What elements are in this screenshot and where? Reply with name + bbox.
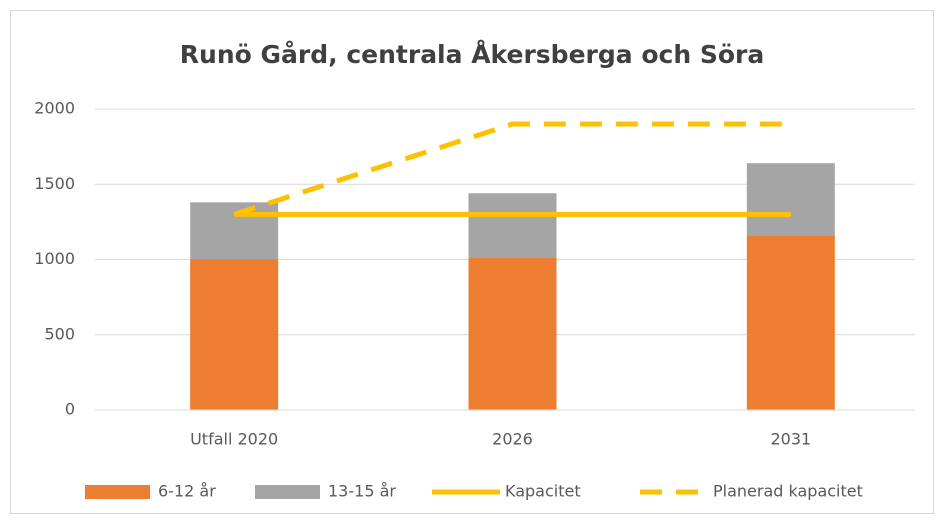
bar-segment (190, 259, 279, 410)
legend-label: 6-12 år (158, 482, 216, 501)
x-tick-label: Utfall 2020 (190, 430, 278, 449)
x-tick-label: 2031 (770, 430, 811, 449)
bar-segment (190, 202, 279, 260)
y-tick-label: 500 (44, 324, 75, 343)
bar-segment (746, 235, 835, 410)
y-tick-label: 1000 (34, 249, 75, 268)
line-series (233, 121, 791, 217)
bar-segment (468, 257, 557, 410)
legend-label: Planerad kapacitet (713, 482, 863, 501)
x-tick-label: 2026 (492, 430, 533, 449)
y-tick-label: 1500 (34, 174, 75, 193)
y-tick-label: 0 (65, 400, 75, 419)
legend-label: 13-15 år (328, 482, 396, 501)
legend-swatch (255, 485, 320, 499)
chart-title: Runö Gård, centrala Åkersberga och Söra (180, 40, 764, 69)
y-tick-label: 2000 (34, 99, 75, 118)
bar-segment (746, 163, 835, 236)
bar-segment (468, 193, 557, 258)
legend-label: Kapacitet (505, 482, 581, 501)
legend-swatch (85, 485, 150, 499)
